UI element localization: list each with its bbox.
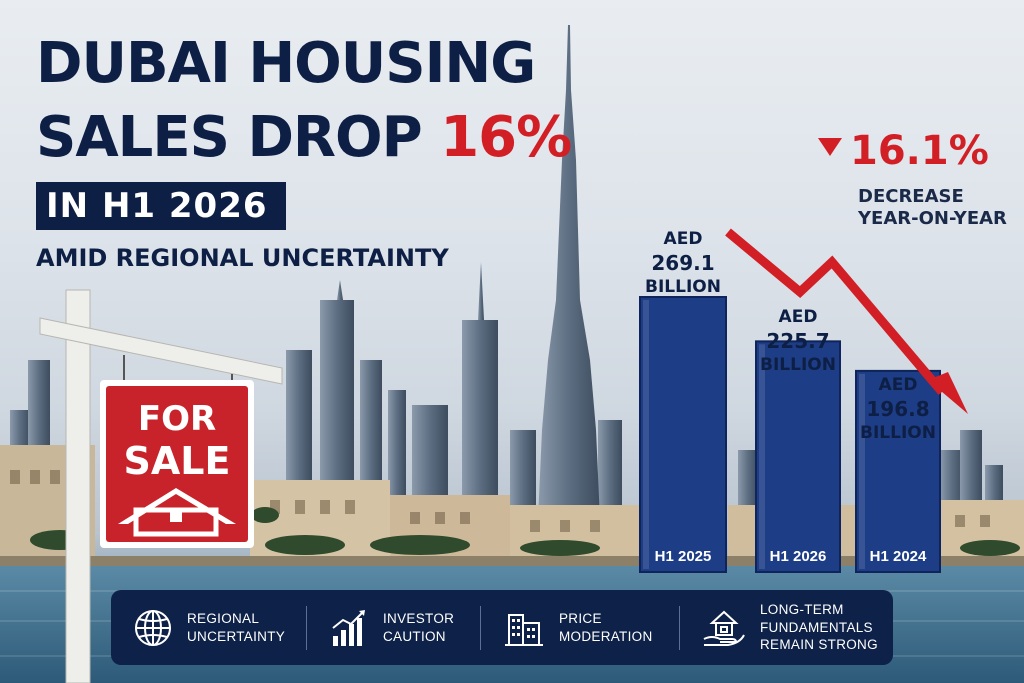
divider (306, 605, 307, 650)
bar-series (639, 296, 941, 573)
factor-line: MODERATION (559, 628, 653, 644)
headline-line2: SALES DROP 16% (36, 110, 572, 166)
sign-line1: FOR (138, 399, 216, 439)
factor-item-price: PRICE MODERATION (481, 590, 679, 665)
buildings-icon (505, 613, 543, 646)
factors-panel: REGIONAL UNCERTAINTY INVESTOR CAUTION (111, 590, 893, 665)
bar-h1-2024 (855, 369, 941, 573)
bar-label-value: 196.8 (866, 397, 930, 422)
divider (679, 605, 680, 650)
factor-item-fundamentals: LONG-TERM FUNDAMENTALS REMAIN STRONG (680, 590, 890, 665)
bar-label-value: 225.7 (766, 329, 830, 354)
bar-value-label: AED 269.1 BILLION (628, 228, 738, 298)
headline-highlight: 16% (440, 105, 572, 170)
bar-label-suffix: BILLION (645, 277, 721, 298)
for-sale-sign: FOR SALE (39, 289, 283, 683)
bar-value-label: AED 225.7 BILLION (743, 306, 853, 376)
bar-label-value: 269.1 (651, 251, 715, 276)
bar-highlight (859, 373, 865, 569)
bar-value-label: AED 196.8 BILLION (843, 374, 953, 444)
headline-line2-prefix: SALES DROP (36, 105, 441, 170)
factor-text: INVESTOR CAUTION (383, 610, 454, 645)
bar-label-prefix: AED (778, 307, 818, 327)
factor-item-regional: REGIONAL UNCERTAINTY (111, 590, 306, 665)
bar-label-prefix: AED (663, 229, 703, 249)
bar-h1-2026 (755, 340, 841, 573)
bar-label-prefix: AED (878, 375, 918, 395)
trend-up-icon (332, 609, 365, 646)
down-triangle-icon (818, 138, 842, 156)
factor-line: REMAIN STRONG (760, 637, 878, 653)
factor-text: PRICE MODERATION (559, 610, 653, 645)
bar-category-label: H1 2026 (769, 548, 827, 565)
bar-category-label: H1 2025 (654, 548, 712, 565)
headline-subtitle: AMID REGIONAL UNCERTAINTY (36, 244, 449, 272)
factor-text: LONG-TERM FUNDAMENTALS REMAIN STRONG (760, 601, 878, 654)
change-value: 16.1% (818, 128, 989, 174)
trend-arrow (725, 228, 968, 414)
bar-highlight (643, 300, 649, 569)
shoreline (0, 556, 1024, 566)
change-label1: DECREASE (858, 186, 964, 207)
burj-khalifa (538, 25, 600, 520)
bar-label-suffix: BILLION (760, 355, 836, 376)
factor-line: INVESTOR (383, 610, 455, 626)
factor-line: PRICE (559, 610, 602, 626)
bar-label-suffix: BILLION (860, 423, 936, 444)
bar-category-label: H1 2024 (869, 548, 927, 565)
divider (480, 605, 481, 650)
change-value-text: 16.1% (850, 128, 989, 174)
change-label2: YEAR-ON-YEAR (858, 208, 1007, 229)
globe-icon (135, 609, 171, 646)
factor-line: LONG-TERM (760, 602, 844, 618)
factor-text: REGIONAL UNCERTAINTY (187, 610, 285, 645)
factor-line: FUNDAMENTALS (760, 619, 873, 635)
factor-line: REGIONAL (187, 610, 260, 626)
sign-line2: SALE (124, 439, 231, 483)
factor-line: CAUTION (383, 628, 446, 644)
factor-line: UNCERTAINTY (187, 628, 286, 644)
headline-line1: DUBAI HOUSING (36, 31, 536, 96)
headline-line3: IN H1 2026 (36, 182, 286, 230)
factor-item-investor: INVESTOR CAUTION (307, 590, 480, 665)
bar-highlight (759, 344, 765, 569)
house-hand-icon (703, 610, 745, 646)
bar-h1-2025 (639, 296, 727, 573)
